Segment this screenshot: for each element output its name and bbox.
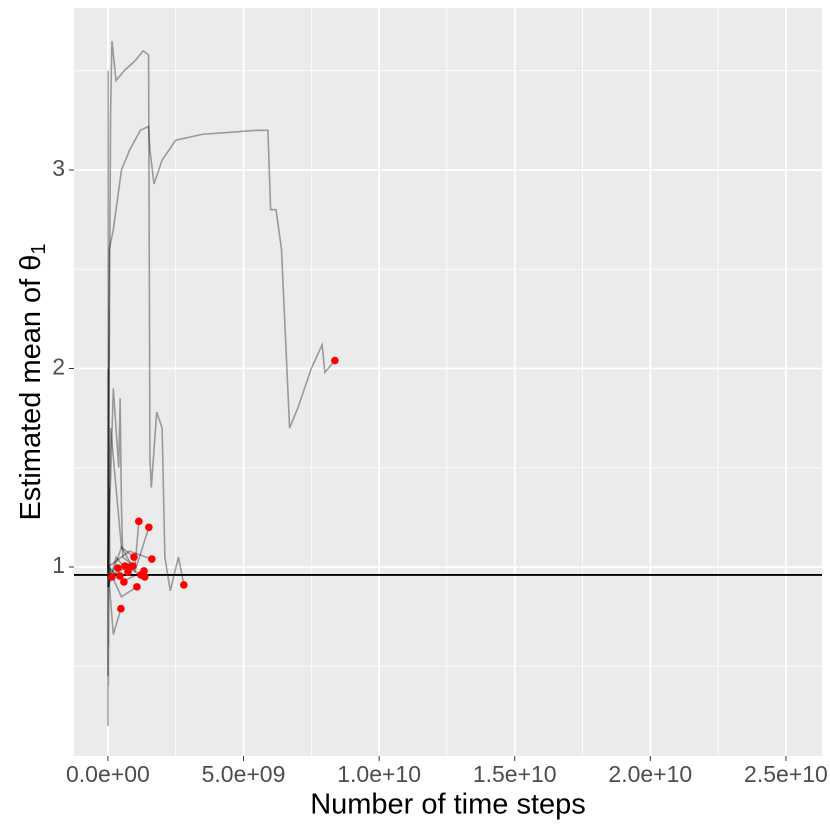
y-axis-title-subscript: 1 [28,243,50,254]
trajectory-line [107,566,122,635]
end-point [148,555,156,563]
end-point [129,562,137,570]
end-point [135,517,143,526]
x-tick-label: 0.0e+00 [66,761,150,787]
end-point [180,581,188,589]
points [108,356,339,613]
end-point [140,567,148,575]
y-tick-label: 2 [52,354,65,380]
x-tick-label: 1.0e+10 [337,761,421,787]
trajectory-line [107,427,150,577]
panel [74,8,822,756]
x-tick-label: 1.5e+10 [473,761,557,787]
x-tick-label: 2.5e+10 [744,761,828,787]
x-tick-label: 5.0e+09 [202,761,286,787]
trajectory-line [107,125,336,568]
y-tick-label: 1 [52,552,65,578]
end-point [108,573,116,581]
end-point [120,578,128,586]
trajectory-line [107,70,112,726]
x-tick-label: 2.0e+10 [608,761,692,787]
end-point [145,523,153,532]
end-point [117,604,125,613]
end-point [130,553,138,561]
trajectory-line [107,550,153,568]
end-point [116,572,124,580]
grid [74,8,822,756]
x-axis-title: Number of time steps [310,789,586,821]
end-point [331,356,339,365]
labels: 0.0e+00 5.0e+09 1.0e+10 1.5e+10 2.0e+10 2.5e+… [52,155,828,787]
end-point [114,564,122,572]
end-point [133,583,141,591]
end-point [124,568,132,576]
end-point [140,573,149,581]
y-axis-title: Estimated mean of θ1 [15,243,51,520]
trajectory-line [107,40,185,592]
y-tick-label: 3 [52,155,65,181]
trajectory-line [107,368,111,677]
y-axis-title-main: Estimated mean of θ [15,255,47,521]
